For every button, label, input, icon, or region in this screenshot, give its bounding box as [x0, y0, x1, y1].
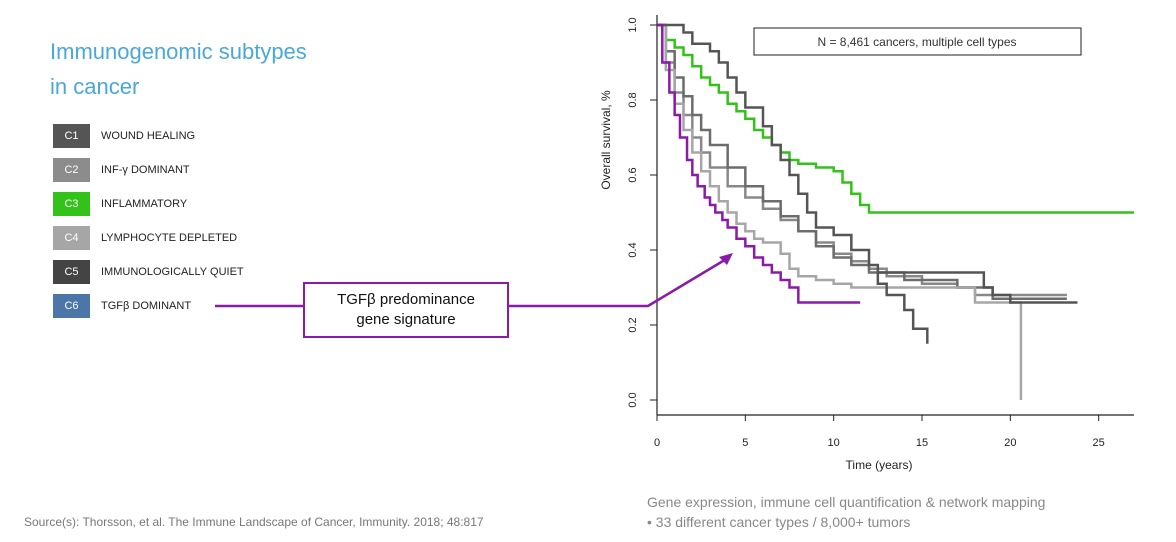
series-line-c1 — [657, 23, 1067, 297]
legend-badge: C2 — [53, 158, 90, 182]
x-tick-label: 0 — [654, 437, 660, 449]
legend-item-c4: C4 LYMPHOCYTE DEPLETED — [53, 226, 237, 250]
series-line-c6 — [657, 23, 861, 304]
x-tick-label: 10 — [828, 437, 840, 449]
series-line-c3 — [657, 23, 1134, 214]
footer-line-2: • 33 different cancer types / 8,000+ tum… — [647, 514, 911, 530]
chart-series — [657, 23, 1134, 400]
callout-line-1: TGFβ predominance — [337, 291, 475, 308]
x-tick-label: 20 — [1004, 437, 1016, 449]
legend-item-c3: C3 INFLAMMATORY — [53, 192, 187, 216]
series-line-c4 — [657, 23, 1023, 400]
series-line-c2 — [657, 23, 1067, 300]
y-tick-label: 0.0 — [627, 392, 639, 407]
legend-label: TGFβ DOMINANT — [101, 300, 192, 312]
title-line-1: Immunogenomic subtypes — [50, 39, 307, 64]
title-line-2: in cancer — [50, 74, 140, 99]
legend-badge: C6 — [53, 294, 90, 318]
legend-item-c5: C5 IMMUNOLOGICALLY QUIET — [53, 260, 244, 284]
legend-badge: C4 — [53, 226, 90, 250]
legend-label: WOUND HEALING — [101, 130, 196, 142]
legend-label: INFLAMMATORY — [101, 198, 188, 210]
y-tick-label: 0.4 — [627, 242, 639, 257]
series-line-c5-tail — [877, 271, 1078, 304]
series-line-c5 — [657, 23, 929, 344]
source-citation: Source(s): Thorsson, et al. The Immune L… — [24, 515, 484, 529]
legend-badge: C3 — [53, 192, 90, 216]
x-tick-label: 25 — [1093, 437, 1105, 449]
tgfb-callout: TGFβ predominance gene signature — [303, 282, 509, 338]
footer-line-1: Gene expression, immune cell quantificat… — [647, 494, 1046, 510]
legend-item-c2: C2 INF-γ DOMINANT — [53, 158, 190, 182]
y-tick-label: 0.6 — [627, 167, 639, 182]
chart-axes: 0.0 0.2 0.4 0.6 0.8 1.0 0 5 10 15 20 25 Time (years)… — [599, 15, 1134, 472]
x-axis-label: Time (years) — [846, 458, 913, 472]
callout-arrowhead — [719, 253, 733, 265]
legend-badge: C5 — [53, 260, 90, 284]
x-tick-label: 15 — [916, 437, 928, 449]
legend-label: IMMUNOLOGICALLY QUIET — [101, 266, 244, 278]
legend-item-c6: C6 TGFβ DOMINANT — [53, 294, 191, 318]
y-tick-label: 1.0 — [627, 17, 639, 32]
callout-line-2: gene signature — [356, 311, 456, 328]
legend-label: INF-γ DOMINANT — [101, 164, 190, 176]
n-annotation-text: N = 8,461 cancers, multiple cell types — [817, 35, 1016, 49]
y-tick-label: 0.2 — [627, 317, 639, 332]
x-tick-label: 5 — [742, 437, 748, 449]
n-annotation-box — [753, 27, 1082, 56]
page-title: Immunogenomic subtypes in cancer — [50, 34, 307, 104]
legend-label: LYMPHOCYTE DEPLETED — [101, 232, 238, 244]
y-axis-label: Overall survival, % — [599, 90, 613, 190]
legend-item-c1: C1 WOUND HEALING — [53, 124, 195, 148]
legend-badge: C1 — [53, 124, 90, 148]
y-tick-label: 0.8 — [627, 92, 639, 107]
